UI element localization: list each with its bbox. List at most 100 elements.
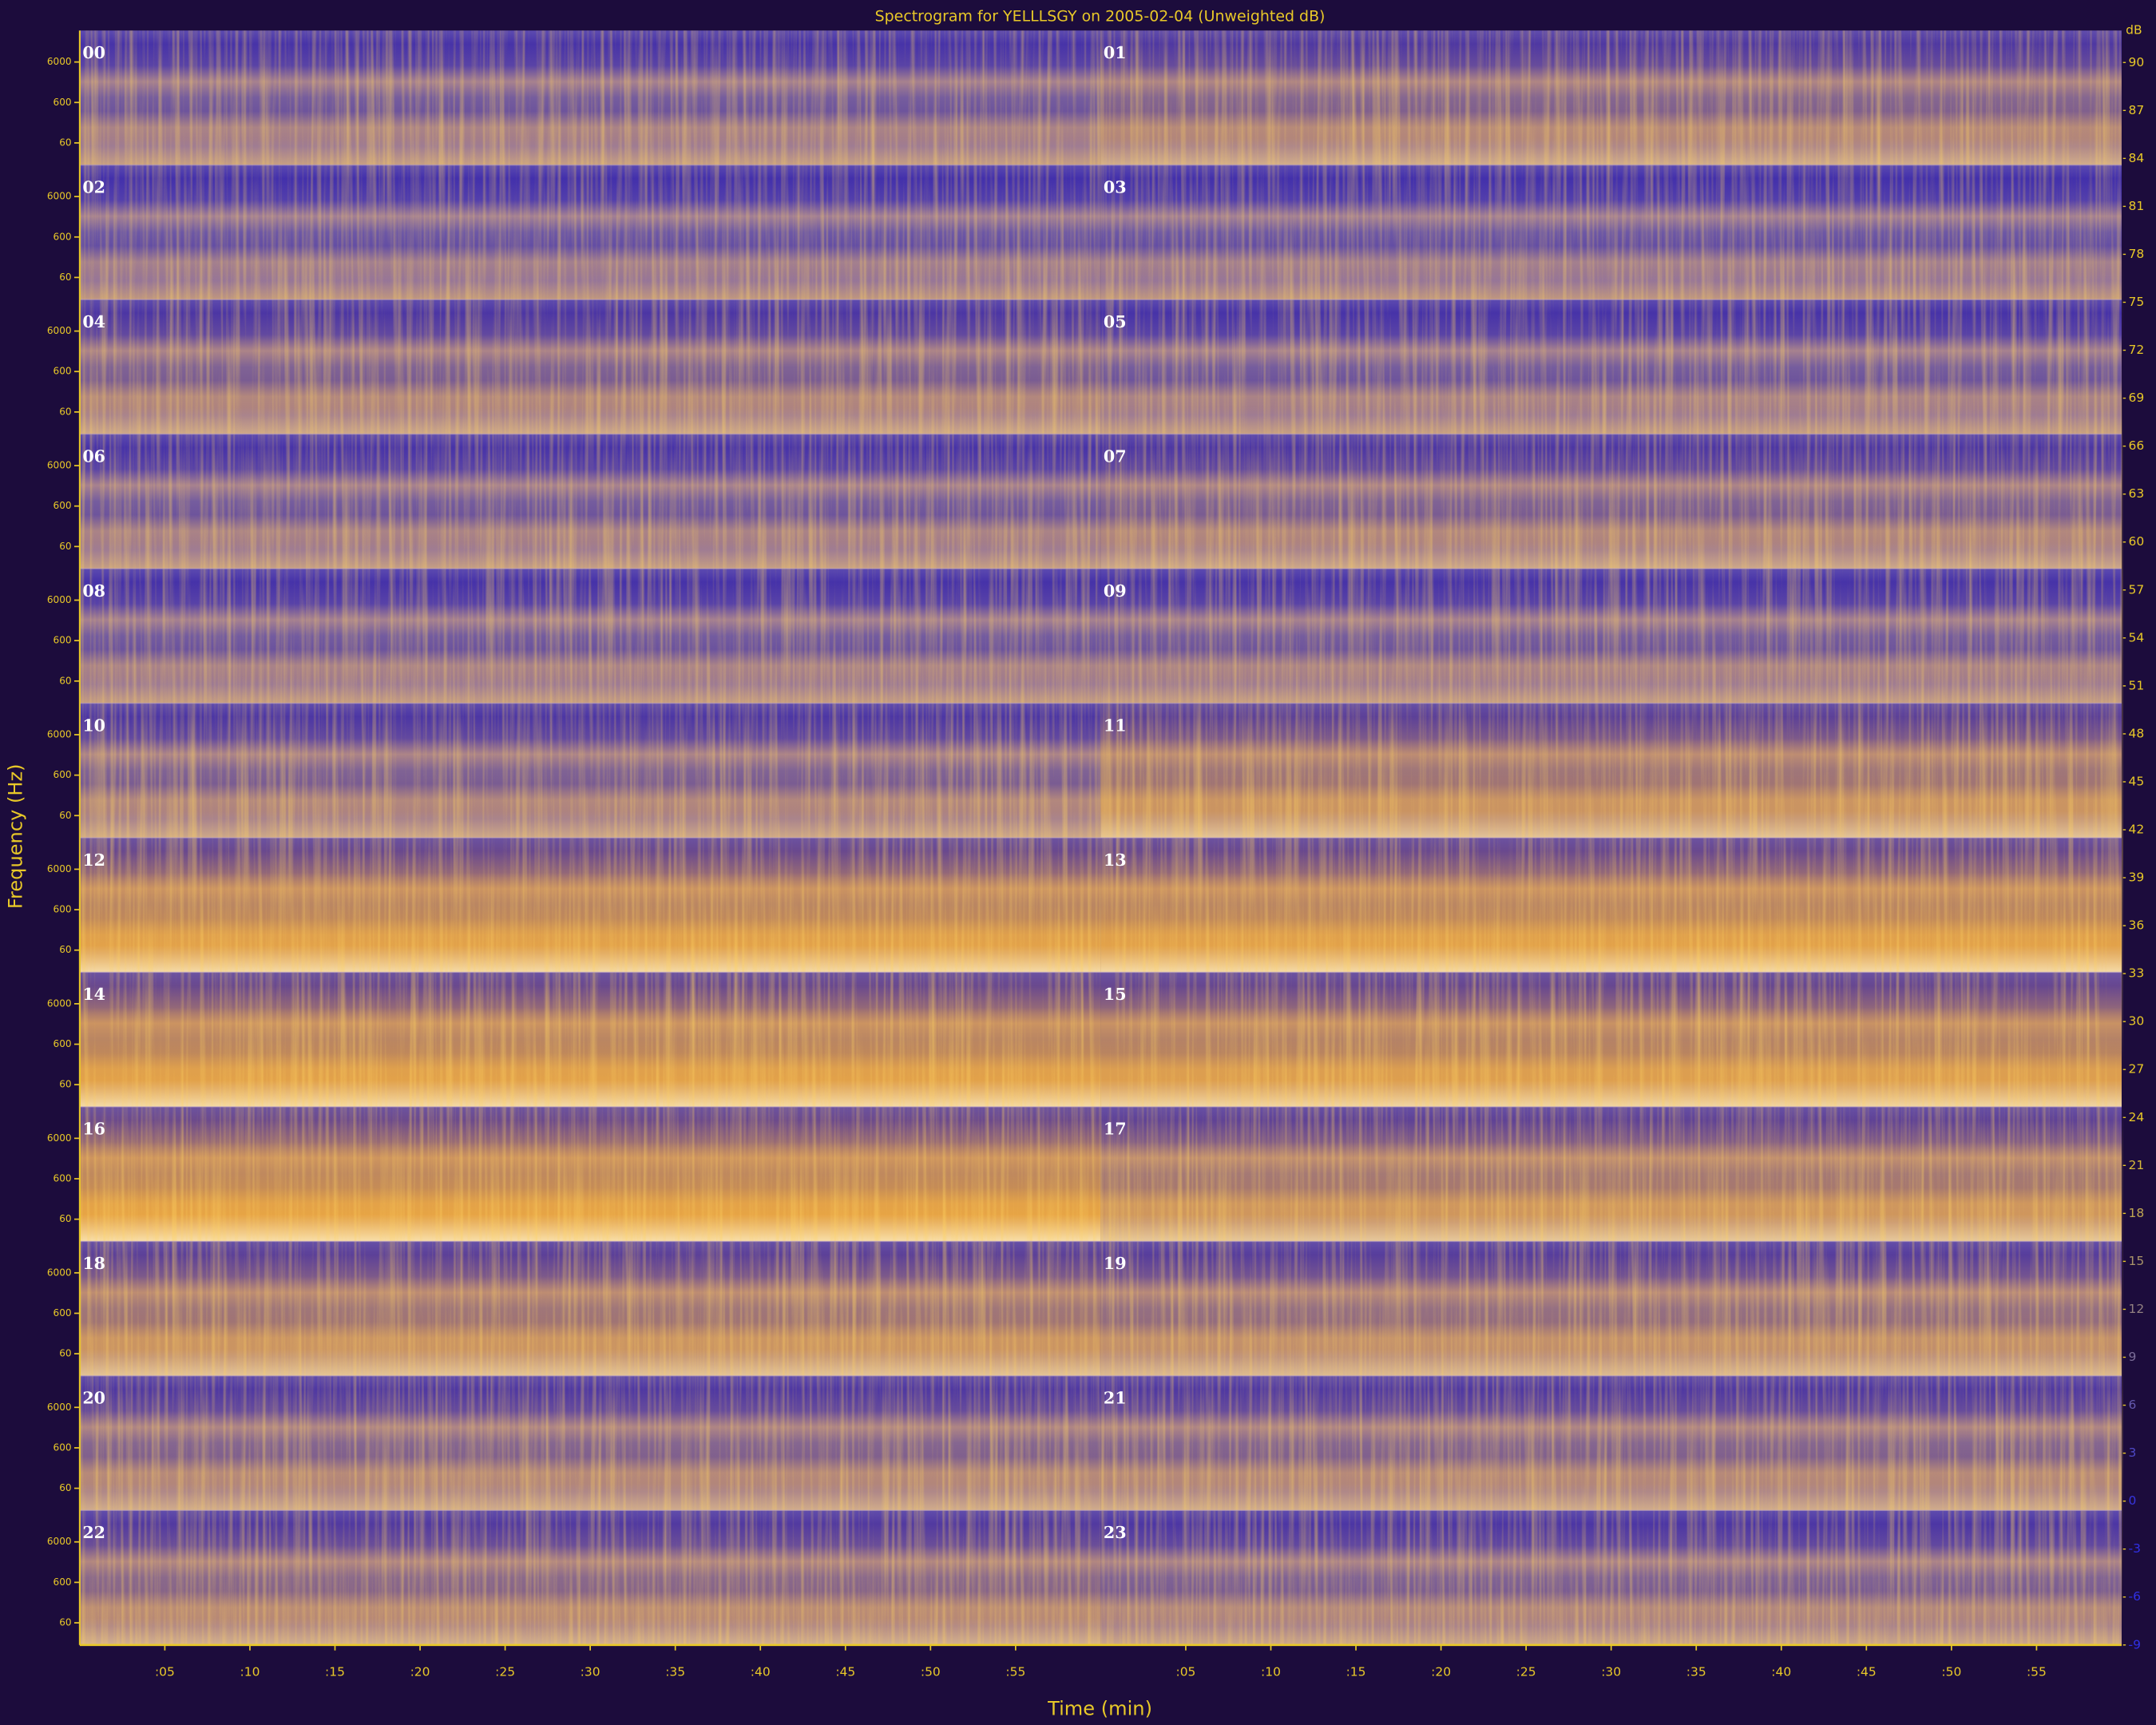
y-tick-label: 60 — [59, 1348, 71, 1359]
colorbar-tick-label: 48 — [2129, 726, 2145, 740]
colorbar-tick-label: 54 — [2129, 630, 2145, 644]
panel-label: 02 — [82, 177, 105, 196]
x-tick-label: :35 — [1686, 1665, 1706, 1679]
panel-label: 08 — [82, 581, 105, 601]
x-tick-label: :50 — [921, 1665, 941, 1679]
panel-label: 01 — [1104, 43, 1127, 62]
x-tick-label: :55 — [2027, 1665, 2047, 1679]
y-tick-label: 6000 — [47, 56, 72, 67]
y-tick-label: 60 — [59, 1482, 71, 1493]
colorbar-tick-label: -3 — [2129, 1541, 2141, 1556]
y-tick-label: 60 — [59, 272, 71, 283]
colorbar-tick-label: 75 — [2129, 295, 2145, 309]
colorbar-tick-label: 84 — [2129, 151, 2145, 165]
y-tick-label: 60 — [59, 944, 71, 955]
y-tick-label: 6000 — [47, 191, 72, 202]
y-tick-label: 600 — [54, 904, 72, 915]
colorbar-tick-label: 21 — [2129, 1158, 2145, 1172]
y-tick-label: 600 — [54, 1576, 72, 1588]
colorbar-tick-label: 27 — [2129, 1062, 2145, 1077]
y-axis-label: Frequency (Hz) — [5, 763, 27, 909]
colorbar-tick-label: -6 — [2129, 1589, 2141, 1604]
x-tick-label: :45 — [1857, 1665, 1877, 1679]
colorbar-tick-label: 30 — [2129, 1014, 2145, 1029]
y-tick-label: 6000 — [47, 1267, 72, 1278]
panel-label: 04 — [82, 312, 105, 331]
x-tick-label: :05 — [155, 1665, 175, 1679]
colorbar-label: dB — [2126, 23, 2142, 38]
panel-label: 20 — [82, 1389, 105, 1408]
colorbar-tick-label: 3 — [2129, 1445, 2137, 1460]
y-tick-label: 600 — [54, 769, 72, 780]
x-tick-label: :10 — [1261, 1665, 1281, 1679]
colorbar-tick-label: -9 — [2129, 1637, 2141, 1652]
colorbar-tick-label: 18 — [2129, 1206, 2145, 1220]
y-tick-label: 60 — [59, 137, 71, 148]
colorbar-tick-label: 6 — [2129, 1398, 2137, 1412]
y-tick-label: 6000 — [47, 1132, 72, 1144]
colorbar-tick-label: 15 — [2129, 1254, 2145, 1268]
x-tick-label: :30 — [1601, 1665, 1621, 1679]
panel-label: 10 — [82, 716, 105, 735]
colorbar-tick-label: 69 — [2129, 391, 2145, 405]
y-tick-label: 6000 — [47, 1536, 72, 1547]
x-tick-label: :05 — [1175, 1665, 1195, 1679]
y-tick-label: 600 — [54, 366, 72, 377]
plot-area — [79, 30, 2122, 1645]
x-tick-label: :25 — [1516, 1665, 1536, 1679]
colorbar-tick-label: 66 — [2129, 438, 2145, 453]
y-tick-label: 6000 — [47, 863, 72, 874]
x-tick-label: :15 — [325, 1665, 345, 1679]
x-tick-label: :15 — [1346, 1665, 1366, 1679]
y-tick-label: 60 — [59, 1617, 71, 1628]
colorbar-tick-label: 36 — [2129, 918, 2145, 933]
panel-label: 17 — [1104, 1120, 1127, 1139]
panel-label: 00 — [82, 43, 105, 62]
colorbar-tick-label: 45 — [2129, 774, 2145, 788]
panel-label: 15 — [1104, 985, 1127, 1004]
panel-label: 13 — [1104, 851, 1127, 870]
panel-label: 03 — [1104, 177, 1127, 196]
y-tick-label: 60 — [59, 541, 71, 552]
chart-title: Spectrogram for YELLLSGY on 2005-02-04 (… — [875, 8, 1326, 26]
x-tick-label: :40 — [1771, 1665, 1791, 1679]
y-tick-label: 600 — [54, 1307, 72, 1319]
y-tick-label: 6000 — [47, 1402, 72, 1413]
y-tick-label: 60 — [59, 810, 71, 821]
x-tick-label: :55 — [1005, 1665, 1025, 1679]
x-tick-label: :20 — [1431, 1665, 1451, 1679]
colorbar-tick-label: 90 — [2129, 55, 2145, 69]
colorbar-tick-label: 51 — [2129, 678, 2145, 692]
x-tick-label: :30 — [581, 1665, 600, 1679]
colorbar-tick-label: 57 — [2129, 582, 2145, 597]
y-tick-label: 6000 — [47, 325, 72, 336]
colorbar-tick-label: 60 — [2129, 534, 2145, 549]
y-tick-label: 6000 — [47, 594, 72, 605]
colorbar-tick-label: 12 — [2129, 1302, 2145, 1316]
panel-label: 09 — [1104, 581, 1127, 601]
y-tick-label: 60 — [59, 675, 71, 686]
y-tick-label: 600 — [54, 635, 72, 646]
y-tick-label: 600 — [54, 1038, 72, 1049]
y-tick-label: 6000 — [47, 460, 72, 471]
y-tick-label: 600 — [54, 231, 72, 242]
y-tick-label: 600 — [54, 97, 72, 108]
colorbar-tick-label: 9 — [2129, 1350, 2137, 1364]
x-tick-label: :50 — [1941, 1665, 1961, 1679]
panel-label: 23 — [1104, 1523, 1127, 1542]
colorbar-tick-label: 63 — [2129, 486, 2145, 501]
colorbar-tick-label: 72 — [2129, 343, 2145, 357]
colorbar-tick-label: 33 — [2129, 966, 2145, 981]
x-tick-label: :35 — [665, 1665, 685, 1679]
panel-label: 11 — [1104, 716, 1127, 735]
panel-label: 14 — [82, 985, 105, 1004]
y-tick-label: 60 — [59, 1079, 71, 1090]
y-tick-label: 60 — [59, 1213, 71, 1224]
y-tick-label: 60 — [59, 406, 71, 417]
panel-label: 16 — [82, 1120, 105, 1139]
panel-label: 12 — [82, 851, 105, 870]
panel-label: 19 — [1104, 1254, 1127, 1273]
x-tick-label: :20 — [410, 1665, 430, 1679]
colorbar-tick-label: 78 — [2129, 247, 2145, 261]
